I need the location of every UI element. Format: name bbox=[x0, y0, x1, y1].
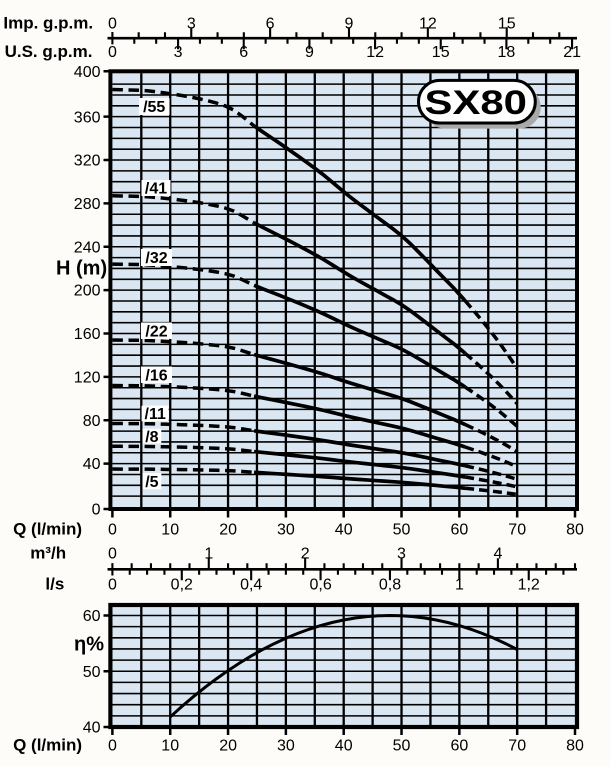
svg-text:240: 240 bbox=[74, 239, 101, 256]
svg-text:0: 0 bbox=[92, 502, 101, 519]
svg-text:200: 200 bbox=[74, 283, 101, 300]
svg-text:3: 3 bbox=[397, 546, 406, 563]
svg-text:50: 50 bbox=[393, 738, 411, 755]
svg-text:1: 1 bbox=[204, 546, 213, 563]
svg-text:/32: /32 bbox=[145, 250, 167, 267]
svg-text:m³/h: m³/h bbox=[30, 544, 66, 563]
svg-text:1,2: 1,2 bbox=[518, 577, 540, 594]
svg-text:/55: /55 bbox=[143, 99, 165, 116]
svg-text:60: 60 bbox=[451, 522, 469, 539]
svg-text:60: 60 bbox=[83, 608, 101, 625]
svg-text:/8: /8 bbox=[145, 429, 158, 446]
svg-text:15: 15 bbox=[498, 15, 516, 32]
svg-text:9: 9 bbox=[345, 15, 354, 32]
svg-text:80: 80 bbox=[566, 738, 584, 755]
svg-text:120: 120 bbox=[74, 370, 101, 387]
svg-text:15: 15 bbox=[432, 44, 450, 61]
svg-text:Q (l/min): Q (l/min) bbox=[13, 736, 82, 755]
svg-text:/16: /16 bbox=[145, 367, 167, 384]
svg-text:70: 70 bbox=[508, 738, 526, 755]
svg-text:12: 12 bbox=[419, 15, 437, 32]
svg-text:2: 2 bbox=[301, 546, 310, 563]
svg-text:40: 40 bbox=[83, 456, 101, 473]
svg-text:360: 360 bbox=[74, 109, 101, 126]
svg-text:0: 0 bbox=[108, 522, 117, 539]
svg-text:20: 20 bbox=[219, 522, 237, 539]
svg-text:Imp. g.p.m.: Imp. g.p.m. bbox=[3, 13, 93, 32]
svg-text:280: 280 bbox=[74, 196, 101, 213]
svg-text:21: 21 bbox=[563, 44, 581, 61]
svg-text:U.S. g.p.m.: U.S. g.p.m. bbox=[5, 42, 93, 61]
svg-text:0,4: 0,4 bbox=[240, 577, 262, 594]
svg-text:12: 12 bbox=[366, 44, 384, 61]
svg-text:l/s: l/s bbox=[45, 575, 64, 594]
svg-text:/11: /11 bbox=[145, 406, 166, 423]
svg-text:/41: /41 bbox=[145, 181, 167, 198]
svg-text:0: 0 bbox=[108, 546, 117, 563]
svg-text:0: 0 bbox=[108, 738, 117, 755]
svg-text:η%: η% bbox=[74, 634, 104, 656]
svg-text:40: 40 bbox=[335, 522, 353, 539]
svg-text:3: 3 bbox=[187, 15, 196, 32]
svg-text:6: 6 bbox=[266, 15, 275, 32]
svg-text:20: 20 bbox=[219, 738, 237, 755]
svg-text:160: 160 bbox=[74, 326, 101, 343]
svg-text:3: 3 bbox=[174, 44, 183, 61]
svg-text:9: 9 bbox=[305, 44, 314, 61]
svg-text:0: 0 bbox=[108, 15, 117, 32]
svg-text:70: 70 bbox=[508, 522, 526, 539]
svg-text:/22: /22 bbox=[145, 323, 167, 340]
svg-text:10: 10 bbox=[161, 522, 179, 539]
svg-text:/5: /5 bbox=[145, 474, 158, 491]
svg-text:6: 6 bbox=[239, 44, 248, 61]
svg-text:400: 400 bbox=[74, 64, 101, 81]
svg-text:320: 320 bbox=[74, 153, 101, 170]
svg-text:Q (l/min): Q (l/min) bbox=[13, 520, 82, 539]
svg-text:0,8: 0,8 bbox=[379, 577, 401, 594]
svg-text:18: 18 bbox=[498, 44, 516, 61]
svg-text:0,2: 0,2 bbox=[171, 577, 193, 594]
svg-text:1: 1 bbox=[455, 577, 464, 594]
svg-text:10: 10 bbox=[161, 738, 179, 755]
svg-text:4: 4 bbox=[493, 546, 502, 563]
svg-text:H (m): H (m) bbox=[56, 258, 107, 280]
svg-text:0: 0 bbox=[108, 44, 117, 61]
svg-text:50: 50 bbox=[393, 522, 411, 539]
svg-text:40: 40 bbox=[335, 738, 353, 755]
svg-text:60: 60 bbox=[451, 738, 469, 755]
svg-text:80: 80 bbox=[83, 413, 101, 430]
svg-text:40: 40 bbox=[83, 720, 101, 737]
svg-text:30: 30 bbox=[277, 738, 295, 755]
svg-text:SX80: SX80 bbox=[425, 84, 528, 122]
svg-text:80: 80 bbox=[566, 522, 584, 539]
svg-text:0,6: 0,6 bbox=[309, 577, 331, 594]
svg-text:50: 50 bbox=[83, 664, 101, 681]
svg-text:30: 30 bbox=[277, 522, 295, 539]
svg-text:0: 0 bbox=[108, 577, 117, 594]
